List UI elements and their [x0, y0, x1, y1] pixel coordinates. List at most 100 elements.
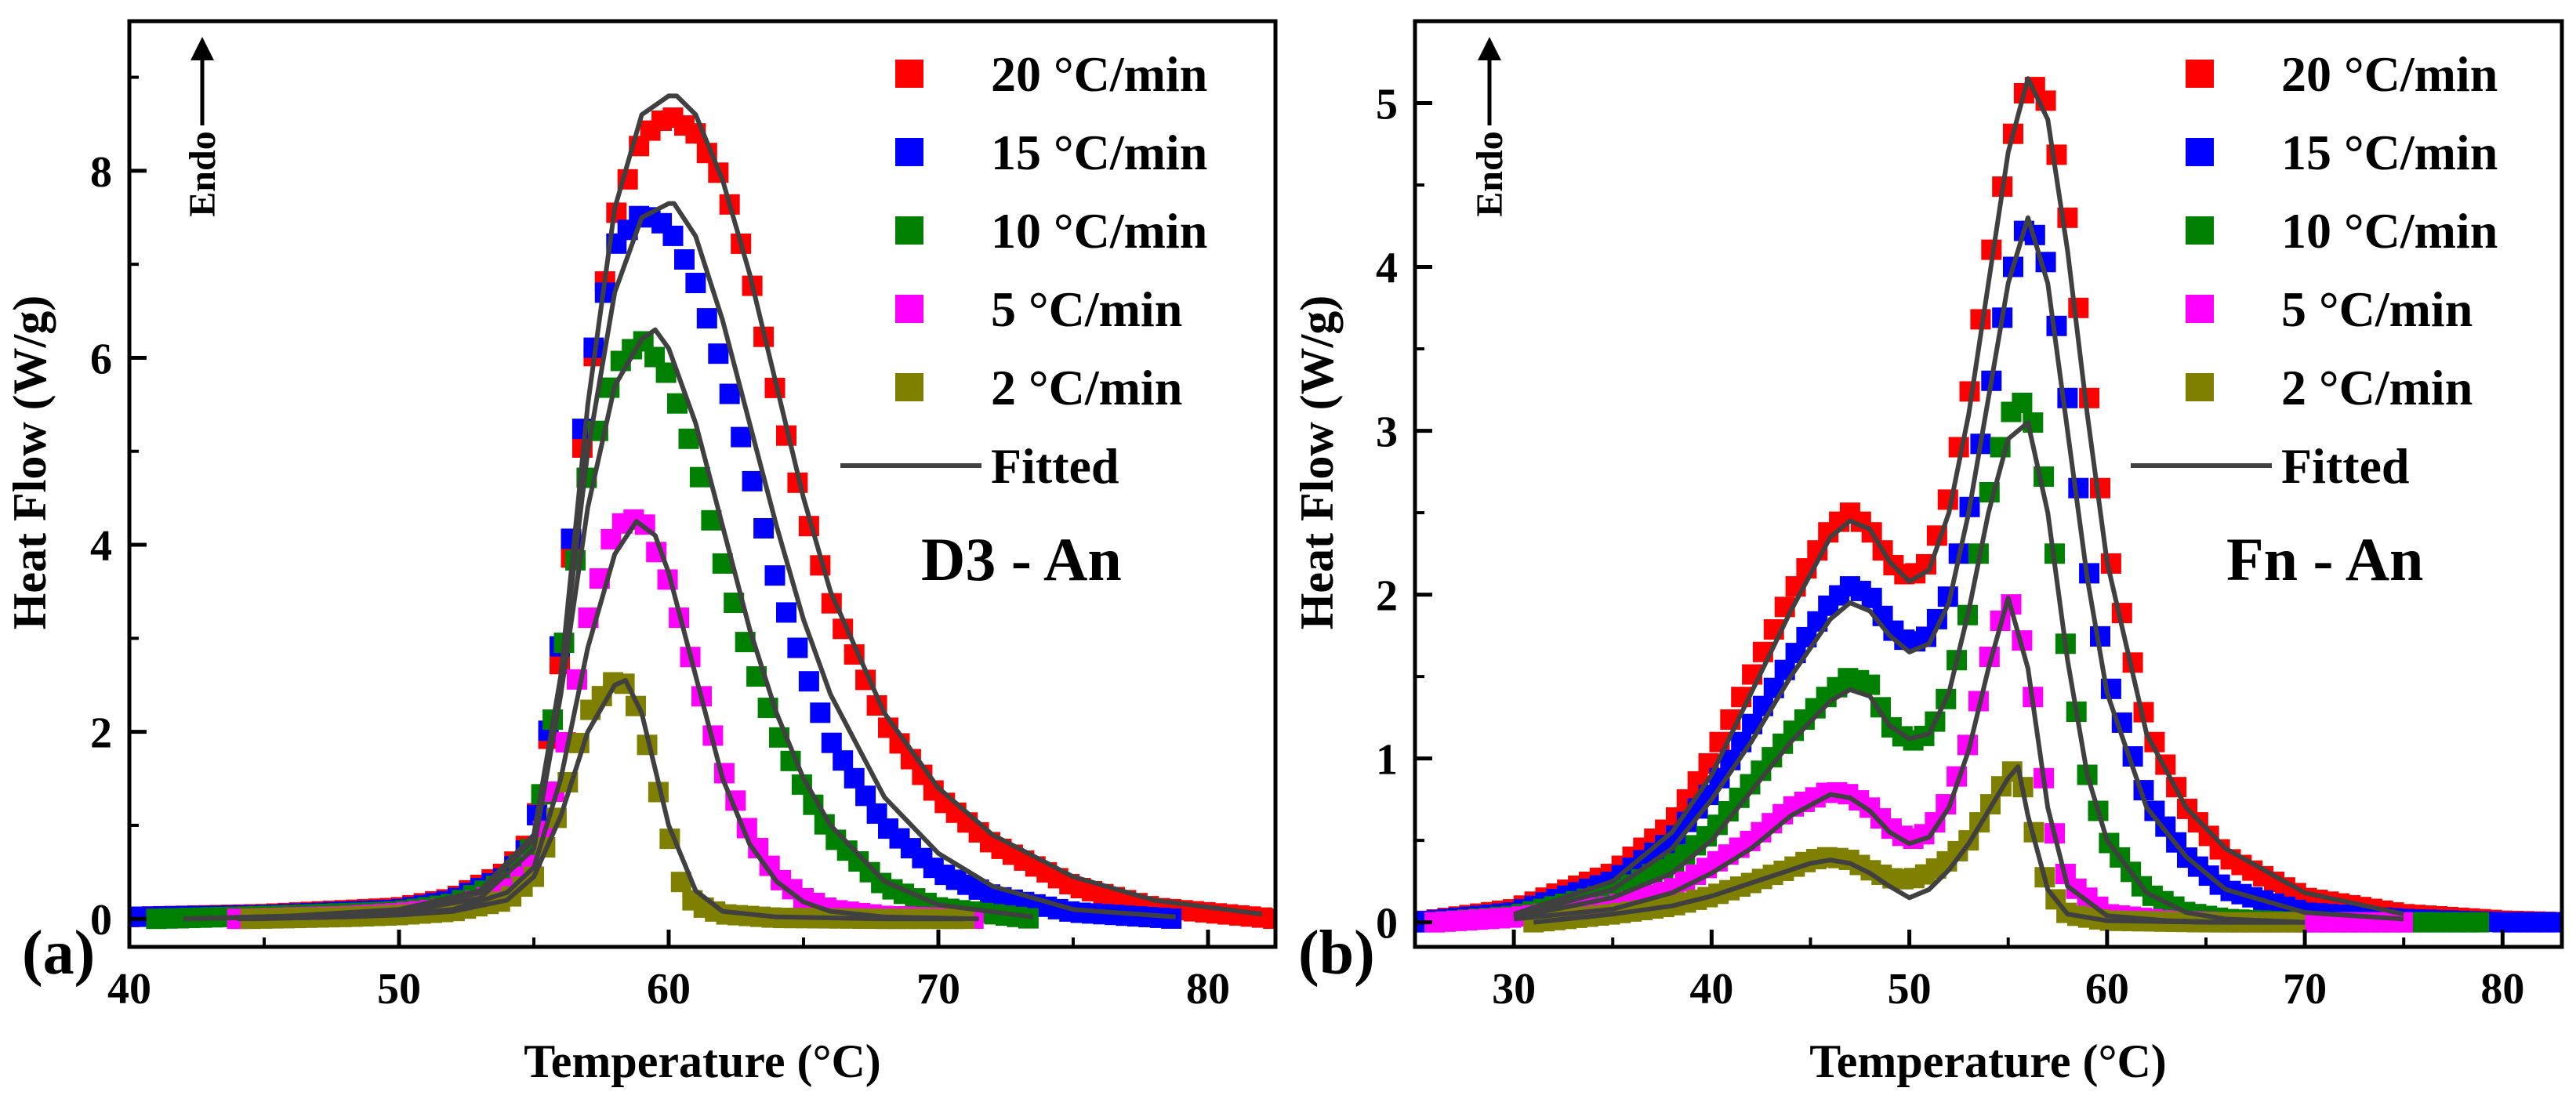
panel-a-xtick-label-2: 60	[647, 965, 691, 1014]
panel-a-frame	[127, 19, 1278, 949]
panel-a-series-1-point-59	[787, 637, 808, 658]
panel-a-series-1-point-57	[764, 565, 785, 586]
panel-a-legend-marker-2	[895, 216, 923, 245]
panel-a-series-1-point-65	[855, 785, 876, 807]
panel-a-xtick-label-0: 40	[107, 965, 151, 1014]
panel-a-ylabel: Heat Flow (W/g)	[4, 296, 56, 630]
panel-a-fitted-line-1	[183, 201, 1176, 922]
panel-a-xtick-label-3: 70	[916, 965, 960, 1014]
panel-a-series-1-point-48	[662, 225, 684, 246]
panel-b-legend-marker-2	[2186, 216, 2214, 245]
panel-a-series-1-point-63	[833, 750, 854, 771]
panel-a-legend-marker-3	[895, 295, 923, 323]
panel-a-legend-marker-0	[895, 60, 923, 88]
panel-b-xtick-label-3: 60	[2085, 965, 2129, 1014]
panel-b-legend-label-0: 20 °C/min	[2281, 46, 2498, 102]
panel-a-legend-label-0: 20 °C/min	[991, 46, 1207, 102]
panel-b-legend-marker-0	[2186, 60, 2214, 88]
panel-a-series-1-point-49	[674, 249, 695, 270]
panel-b-legend-marker-1	[2186, 138, 2214, 166]
panel-b-fitted-line-0	[1513, 76, 2404, 917]
panel-a-ytick-label-2: 4	[90, 522, 112, 571]
panel-a-fitted-line-4	[250, 678, 966, 922]
chart-panel-b: 20 °C/min 15 °C/min 10 °C/min 5 °C/min 2 °C/…	[1291, 19, 2564, 1087]
panel-b-ytick-label-3: 3	[1376, 408, 1398, 457]
panel-b-fitted-line-2	[1513, 420, 2306, 925]
panel-a-fitted-line-3	[237, 519, 979, 922]
panel-a-ytick-label-4: 8	[90, 148, 112, 197]
panel-a-series-2-point-47	[678, 428, 699, 449]
panel-b-ytick-label-2: 2	[1376, 572, 1398, 621]
panel-b-ytick-label-0: 0	[1376, 900, 1398, 948]
panel-a-series-0-point-101	[1263, 908, 1275, 929]
panel-a-series-1-point-58	[776, 602, 796, 623]
panel-a-series-1-point-64	[844, 767, 865, 789]
panel-b-legend-marker-3	[2186, 295, 2214, 323]
panel-b-series-2-point-96	[2469, 912, 2490, 933]
panel-a-series-1-point-52	[708, 343, 729, 364]
panel-b-xtick-label-4: 70	[2283, 965, 2327, 1014]
panel-b-axes: 30 40 50 60 70 80 0 1 2 3 4 5	[1376, 19, 2564, 1014]
panel-a-fitted-line-2	[183, 327, 1033, 922]
panel-a-ytick-label-0: 0	[90, 896, 112, 945]
panel-b-xtick-label-5: 80	[2480, 965, 2524, 1014]
panel-a-data-layer	[129, 93, 1275, 930]
panel-b-ylabel: Heat Flow (W/g)	[1291, 296, 1343, 630]
panel-b-ytick-label-1: 1	[1376, 736, 1398, 785]
panel-a-endo-label: Endo	[182, 131, 223, 216]
panel-b-data-layer	[1415, 76, 2562, 933]
panel-a-legend: 20 °C/min 15 °C/min 10 °C/min 5 °C/min 2 °C/…	[840, 46, 1207, 494]
panel-a-letter: (a)	[22, 919, 95, 988]
panel-b-legend-label-1: 15 °C/min	[2281, 125, 2498, 180]
panel-b-frame	[1413, 19, 2564, 949]
panel-b-legend-label-4: 2 °C/min	[2281, 360, 2473, 415]
panel-b-series-2-point-54	[2012, 393, 2033, 413]
panel-a-series-1-point-55	[742, 470, 763, 491]
panel-b-series-1-point-42	[1861, 587, 1882, 608]
panel-a-legend-marker-4	[895, 373, 923, 401]
panel-b-endo-label: Endo	[1469, 131, 1511, 216]
panel-b-legend-label-3: 5 °C/min	[2281, 281, 2473, 337]
panel-b-letter: (b)	[1298, 919, 1375, 988]
panel-a-legend-fitted-label: Fitted	[991, 438, 1119, 494]
panel-b-xlabel: Temperature (°C)	[1809, 1035, 2167, 1087]
panel-a-ytick-label-1: 2	[90, 709, 112, 758]
panel-b-annotation: Fn - An	[2226, 525, 2423, 593]
panel-b-series-1-point-105	[2546, 912, 2562, 933]
panel-a-series-1-point-60	[798, 671, 819, 692]
panel-a-annotation: D3 - An	[921, 525, 1122, 593]
panel-a-series-1-point-51	[696, 308, 717, 329]
panel-b-xtick-label-1: 40	[1689, 965, 1733, 1014]
panel-a-legend-label-1: 15 °C/min	[991, 125, 1207, 180]
panel-a-series-1-point-53	[719, 383, 740, 404]
panel-b-ytick-label-5: 5	[1376, 81, 1398, 129]
panel-a-fitted-line-0	[183, 93, 1263, 922]
panel-a-series-1-point-62	[821, 732, 842, 753]
panel-b-legend-fitted-label: Fitted	[2281, 438, 2410, 494]
panel-a-legend-label-4: 2 °C/min	[991, 360, 1182, 415]
panel-a-series-1-point-56	[753, 518, 775, 538]
panel-b-xtick-label-2: 50	[1888, 965, 1932, 1014]
panel-b-legend-marker-4	[2186, 373, 2214, 401]
panel-b-fitted-line-1	[1513, 215, 2404, 922]
panel-a-ytick-label-3: 6	[90, 335, 112, 383]
panel-a-xlabel: Temperature (°C)	[524, 1035, 881, 1087]
panel-b-legend-label-2: 10 °C/min	[2281, 203, 2498, 259]
panel-a-legend-marker-1	[895, 138, 923, 166]
panel-a-series-1-point-50	[685, 273, 706, 293]
panel-b-series-0-point-59	[2046, 144, 2067, 165]
panel-b-fitted-line-4	[1533, 764, 2306, 925]
panel-a-xtick-label-4: 80	[1186, 965, 1230, 1014]
panel-b-xtick-label-0: 30	[1492, 965, 1536, 1014]
panel-a-axes: 40 50 60 70 80 0 2 4 6 8	[90, 19, 1278, 1014]
panel-b-legend: 20 °C/min 15 °C/min 10 °C/min 5 °C/min 2 °C/…	[2131, 46, 2498, 494]
panel-a-xtick-label-1: 50	[377, 965, 421, 1014]
panel-a-legend-label-2: 10 °C/min	[991, 203, 1207, 259]
panel-a-series-1-point-61	[810, 702, 831, 723]
panel-b-fitted-line-3	[1513, 595, 2306, 925]
panel-a-series-1-point-54	[731, 426, 752, 448]
panel-a-legend-label-3: 5 °C/min	[991, 281, 1182, 337]
panel-b-ytick-label-4: 4	[1376, 245, 1398, 293]
chart-panel-a: 20 °C/min 15 °C/min 10 °C/min 5 °C/min 2 °C/…	[4, 19, 1278, 1087]
